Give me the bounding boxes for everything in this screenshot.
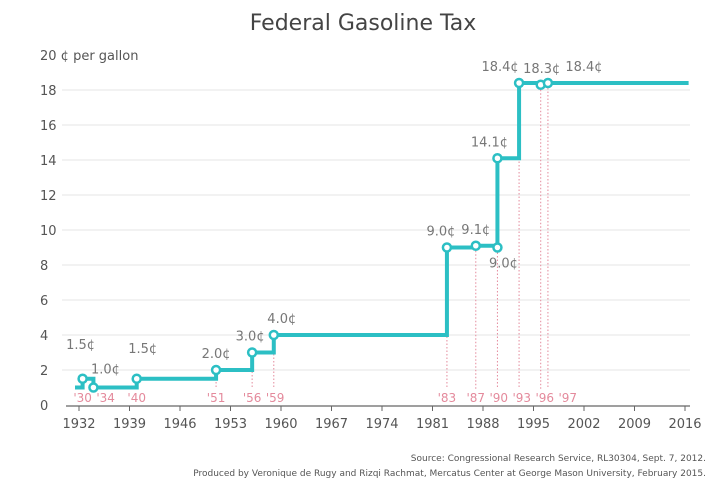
year-label: '90: [489, 391, 508, 405]
data-point: [492, 242, 503, 253]
value-label: 9.0¢: [489, 257, 518, 272]
value-label: 2.0¢: [202, 347, 231, 362]
value-label: 1.0¢: [91, 363, 120, 378]
y-tick-label: 8: [40, 259, 48, 274]
y-tick-label: 10: [40, 224, 57, 239]
year-label: '93: [512, 391, 531, 405]
y-tick-label: 18: [40, 84, 57, 99]
value-label: 9.0¢: [426, 225, 455, 240]
value-label: 18.3¢: [523, 62, 560, 77]
value-label: 4.0¢: [267, 312, 296, 327]
y-axis: 0 2 4 6 8 10 12 14 16 18 20 ¢ per gallon: [40, 49, 138, 414]
x-tick-label: 1967: [315, 417, 348, 432]
year-label: '83: [438, 391, 457, 405]
data-point: [210, 364, 222, 376]
step-line: [75, 81, 689, 390]
y-tick-label: 12: [40, 189, 57, 204]
year-label: '87: [466, 391, 485, 405]
x-tick-label: 1932: [62, 417, 95, 432]
data-point: [246, 347, 258, 358]
x-tick-label: 1939: [113, 417, 146, 432]
x-axis: 1932 1939 1946 1953 1960 1967 1974 1981 1988 1995…: [62, 405, 702, 432]
data-point: [542, 77, 554, 89]
data-point: [77, 373, 88, 384]
year-label: '30: [73, 391, 92, 405]
data-point: [131, 373, 142, 384]
y-tick-label: 16: [40, 119, 57, 134]
x-tick-label: 1974: [365, 417, 398, 432]
x-tick-label: 1988: [466, 417, 499, 432]
x-tick-label: 1953: [214, 417, 247, 432]
y-tick-label: 0: [40, 399, 48, 414]
value-labels: 1.5¢ 1.0¢ 1.5¢ 2.0¢ 3.0¢4.0¢ 9.0¢ 9.1¢ 9.0¢ 14.1…: [66, 60, 602, 378]
value-label: 9.1¢: [461, 223, 490, 238]
x-tick-label: 1960: [264, 417, 297, 432]
credit-note: Produced by Veronique de Rugy and Rizqi …: [193, 469, 706, 479]
value-label: 18.4¢: [565, 60, 602, 75]
year-label: '96: [535, 391, 554, 405]
source-note: Source: Congressional Research Service, …: [411, 454, 706, 464]
x-tick-label: 2009: [618, 417, 651, 432]
year-label: '51: [207, 391, 226, 405]
x-tick-label: 1946: [163, 417, 196, 432]
chart-title: Federal Gasoline Tax: [250, 11, 477, 36]
data-point: [513, 77, 525, 89]
data-point: [441, 242, 453, 253]
data-point: [268, 329, 280, 341]
y-tick-label: 4: [40, 329, 48, 344]
x-tick-label: 1995: [517, 417, 550, 432]
y-tick-label: 20 ¢ per gallon: [40, 49, 138, 64]
x-tick-label: 2002: [567, 417, 600, 432]
value-label: 3.0¢: [236, 330, 265, 345]
year-label: '40: [127, 391, 146, 405]
y-tick-label: 2: [40, 364, 48, 379]
year-label: '56: [243, 391, 262, 405]
year-label: '59: [266, 391, 285, 405]
y-tick-label: 6: [40, 294, 48, 309]
x-tick-label: 2016: [668, 417, 701, 432]
value-label: 14.1¢: [471, 135, 508, 150]
value-label: 18.4¢: [481, 60, 518, 75]
value-label: 1.5¢: [66, 338, 95, 353]
grid: [62, 89, 690, 371]
value-label: 1.5¢: [128, 342, 157, 357]
x-tick-label: 1981: [416, 417, 449, 432]
tax-series: [75, 77, 689, 393]
y-tick-label: 14: [40, 154, 57, 169]
year-label: '34: [96, 391, 115, 405]
data-point: [470, 240, 482, 251]
data-point: [88, 382, 99, 393]
data-point: [492, 153, 503, 164]
year-label: '97: [558, 391, 577, 405]
